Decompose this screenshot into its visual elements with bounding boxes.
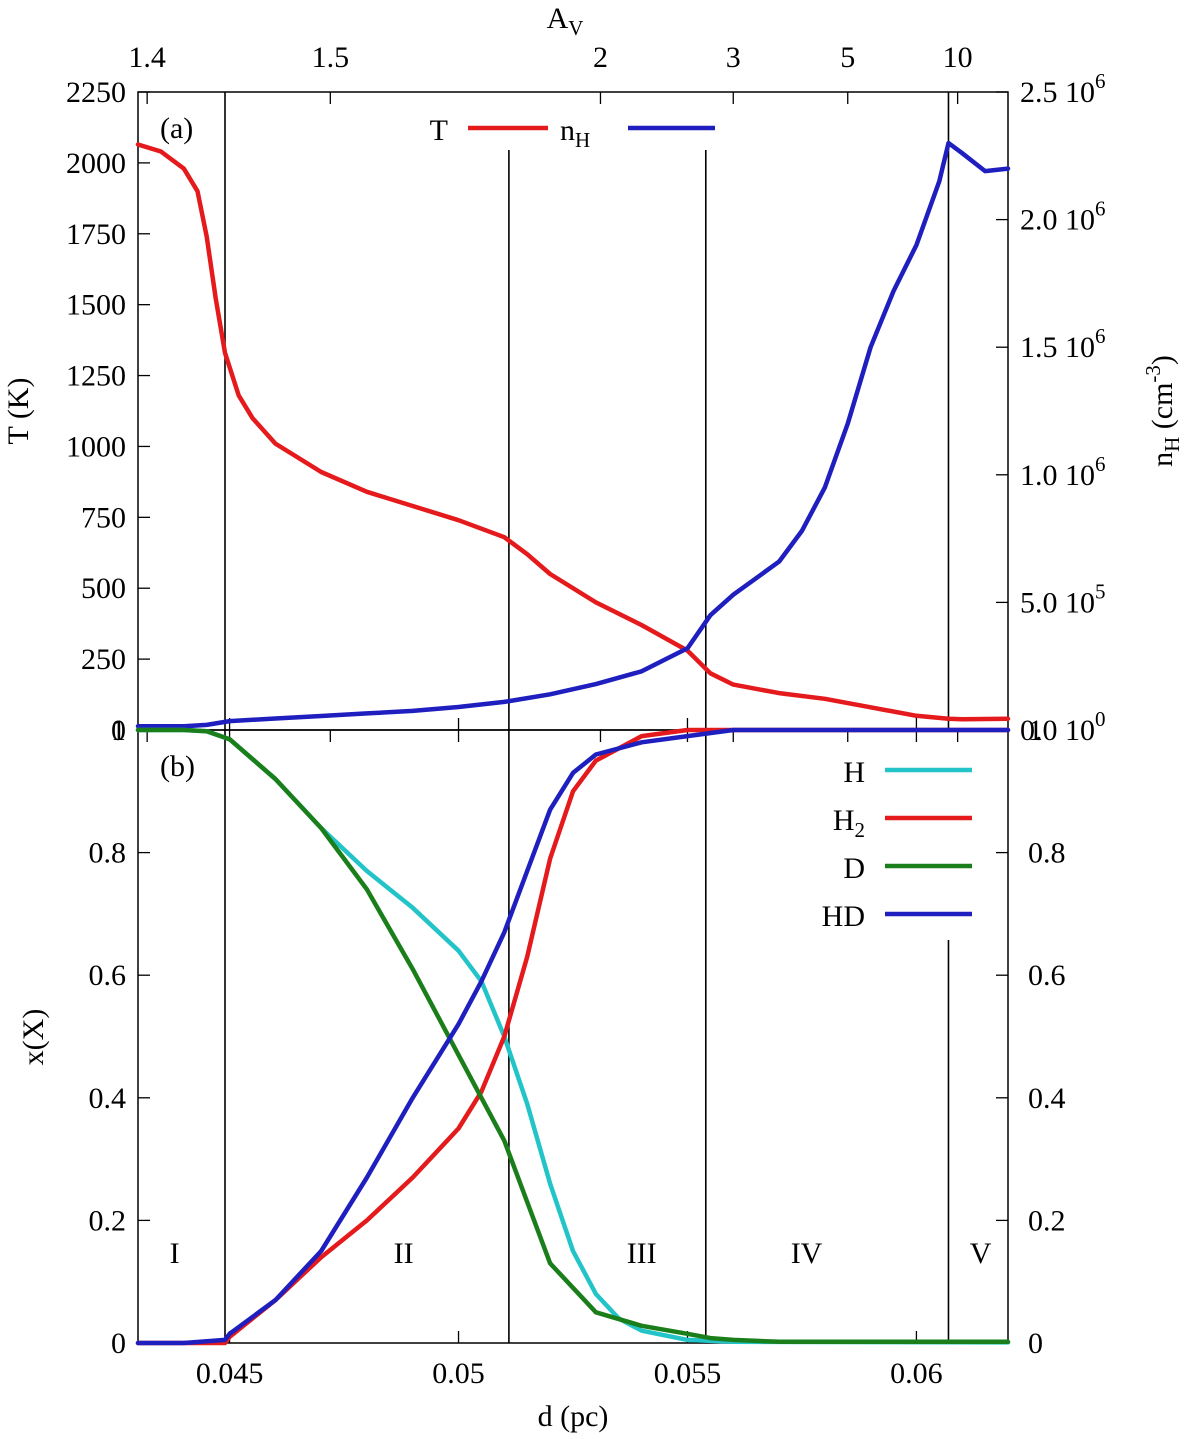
legend-label: D xyxy=(843,852,865,885)
y2-tick-label: 2.0 106 xyxy=(1020,197,1106,237)
top-axis-title-main: A xyxy=(547,2,569,35)
top-tick-label: 1.4 xyxy=(128,41,166,74)
y-tick-label: 2000 xyxy=(66,147,126,180)
top-tick-label: 10 xyxy=(943,41,973,74)
y-tick-label: 0 xyxy=(111,714,126,747)
y2-tick-label: 5.0 105 xyxy=(1020,579,1106,619)
x-tick-label: 0.045 xyxy=(196,1357,264,1390)
y2-tick-label: 0.4 xyxy=(1028,1082,1066,1115)
right-axis-title-unit: (cm xyxy=(1146,383,1179,437)
legend-label: T xyxy=(430,114,448,147)
panel-b-legend: H H2 D HD xyxy=(822,756,972,933)
panel-a-right-axis-title: nH (cm-3) xyxy=(1141,355,1184,467)
y2-tick-label: 2.5 106 xyxy=(1020,69,1106,109)
top-tick-label: 5 xyxy=(840,41,855,74)
panel-b-frame xyxy=(137,729,1009,1344)
legend-label: H2 xyxy=(833,804,865,842)
region-label: I xyxy=(170,1237,180,1270)
top-tick-label: 3 xyxy=(726,41,741,74)
y-tick-label: 0.4 xyxy=(89,1082,127,1115)
y-tick-label: 250 xyxy=(81,643,126,676)
y-tick-label: 0.8 xyxy=(89,837,127,870)
region-label: III xyxy=(627,1237,657,1270)
series-line-T xyxy=(135,142,1011,722)
y-tick-label: 0 xyxy=(111,1327,126,1360)
y-tick-label: 1000 xyxy=(66,430,126,463)
x-axis-title: d (pc) xyxy=(538,1400,609,1433)
right-axis-title-exp: -3 xyxy=(1141,365,1165,383)
panel-a-frame xyxy=(137,91,1009,731)
panel-a-y-axis-title: T (K) xyxy=(2,378,35,445)
right-axis-title-close: ) xyxy=(1146,355,1179,365)
region-label: V xyxy=(970,1237,992,1270)
series-line-nH xyxy=(135,140,1011,729)
right-axis-title-sub: H xyxy=(1160,437,1184,452)
top-tick-label: 1.5 xyxy=(312,41,350,74)
y2-tick-label: 0 xyxy=(1028,1327,1043,1360)
series-line-H xyxy=(135,727,1011,1345)
y2-tick-label: 0.8 xyxy=(1028,837,1066,870)
y-tick-label: 1250 xyxy=(66,360,126,393)
y2-tick-label: 1.5 106 xyxy=(1020,324,1106,364)
top-axis-title-sub: V xyxy=(568,16,583,40)
y-tick-label: 0.2 xyxy=(89,1204,127,1237)
panel-a-label: (a) xyxy=(160,112,193,145)
y-tick-label: 500 xyxy=(81,572,126,605)
y-tick-label: 750 xyxy=(81,501,126,534)
region-label: II xyxy=(394,1237,414,1270)
top-tick-label: 2 xyxy=(593,41,608,74)
region-label: IV xyxy=(791,1237,823,1270)
panel-a: 0 250 500 750 1000 1250 1500 1750 2000 2250 0.0 10… xyxy=(2,41,1184,747)
legend-label: nH xyxy=(560,114,590,152)
panel-b-label: (b) xyxy=(160,750,195,783)
y-tick-label: 0.6 xyxy=(89,959,127,992)
legend-label: HD xyxy=(822,900,865,933)
y2-tick-label: 0.0 100 xyxy=(1020,707,1106,747)
y2-tick-label: 0.2 xyxy=(1028,1204,1066,1237)
legend-label: H xyxy=(843,756,865,789)
right-axis-title-main: n xyxy=(1146,452,1179,467)
series-line-D xyxy=(135,727,1011,1345)
top-axis-title: AV xyxy=(547,2,584,40)
y2-tick-label: 1.0 106 xyxy=(1020,452,1106,492)
y2-tick-label: 0.6 xyxy=(1028,959,1066,992)
series-line-HD xyxy=(135,727,1011,1346)
x-tick-label: 0.05 xyxy=(432,1357,485,1390)
y2-tick-label: 1 xyxy=(1028,714,1043,747)
y-tick-label: 1500 xyxy=(66,289,126,322)
panel-b-y-axis-title: x(X) xyxy=(17,1009,50,1066)
x-tick-label: 0.06 xyxy=(890,1357,943,1390)
y-tick-label: 1750 xyxy=(66,218,126,251)
y-tick-label: 2250 xyxy=(66,76,126,109)
panel-b: 0 0 0.2 0.2 0.4 0.4 0.6 0.6 0.8 0.8 1 1 0.045 0.05 0.0… xyxy=(17,714,1066,1433)
y-tick-label: 1 xyxy=(111,714,126,747)
x-tick-label: 0.055 xyxy=(654,1357,722,1390)
